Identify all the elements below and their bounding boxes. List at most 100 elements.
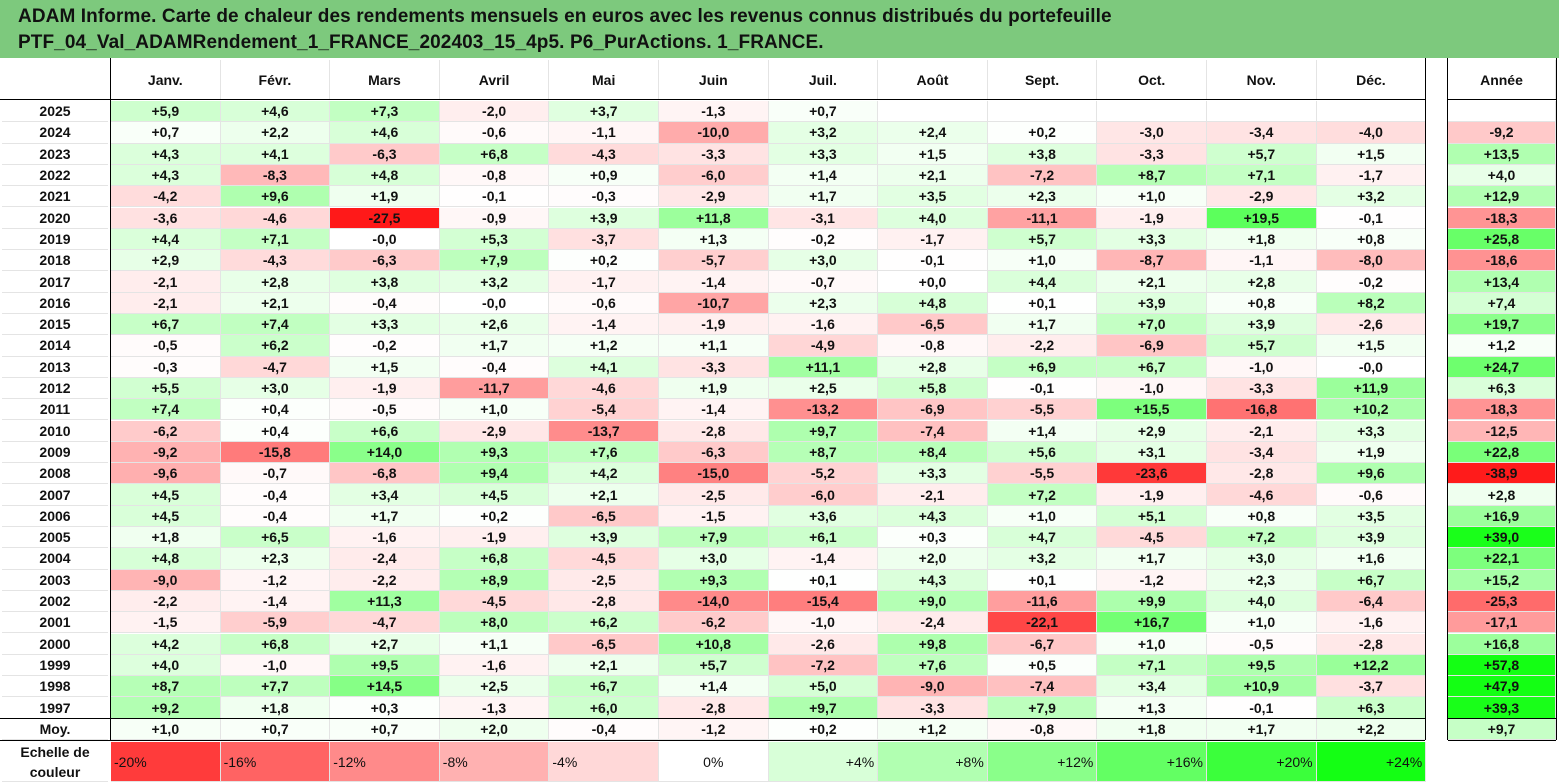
heatmap-cell: +14,5 [330, 676, 440, 698]
heatmap-cell: -2,8 [659, 697, 769, 719]
heatmap-cell: +7,1 [1097, 654, 1207, 677]
heatmap-cell: +1,0 [1097, 186, 1207, 208]
heatmap-cell: -1,7 [878, 228, 988, 251]
year-total-cell: +16,8 [1448, 633, 1556, 655]
heatmap-cell: +2,3 [220, 548, 331, 570]
average-top-line [0, 717, 1425, 719]
month-header: Nov. [1207, 60, 1317, 100]
heatmap-cell: -2,1 [878, 484, 988, 506]
heatmap-cell: +3,0 [220, 377, 331, 400]
heatmap-cell: +1,0 [987, 505, 1098, 527]
heatmap-cell: -2,2 [330, 569, 440, 591]
heatmap-cell: +3,9 [1316, 527, 1427, 549]
heatmap-cell: -1,6 [768, 314, 879, 336]
year-total-cell: -18,3 [1448, 399, 1556, 421]
heatmap-cell: -2,8 [1316, 633, 1427, 655]
heatmap-cell: +2,1 [549, 654, 659, 677]
heatmap-cell: +7,4 [220, 314, 331, 336]
heatmap-cell: +7,0 [1097, 314, 1207, 336]
year-label: 1999 [2, 655, 108, 677]
heatmap-cell: +3,0 [768, 250, 879, 272]
heatmap-cell: +0,8 [1316, 228, 1427, 251]
portfolio-subtitle: PTF_04_Val_ADAMRendement_1_FRANCE_202403… [18, 32, 824, 53]
heatmap-cell: -8,0 [1316, 250, 1427, 272]
heatmap-cell: +0,2 [768, 718, 879, 740]
year-label: 2020 [2, 208, 108, 229]
year-total-cell: -18,3 [1448, 207, 1556, 229]
heatmap-cell: -10,0 [659, 122, 769, 144]
heatmap-cell: +4,8 [111, 548, 221, 570]
heatmap-cell: +1,4 [768, 164, 879, 187]
heatmap-cell: -3,3 [1097, 143, 1207, 165]
year-label: 2001 [2, 612, 108, 634]
heatmap-cell: +15,5 [1097, 399, 1207, 421]
heatmap-cell: -0,4 [549, 718, 659, 740]
heatmap-cell: +3,4 [330, 484, 440, 506]
heatmap-cell: +0,2 [549, 250, 659, 272]
year-label: 2014 [2, 335, 108, 357]
heatmap-cell: +2,1 [220, 292, 331, 314]
heatmap-cell: -9,0 [111, 569, 221, 591]
month-header: Juin [659, 60, 769, 100]
heatmap-cell: -2,9 [439, 420, 550, 442]
heatmap-cell: +14,0 [330, 441, 440, 464]
heatmap-cell: -27,5 [330, 207, 440, 229]
heatmap-cell: +6,8 [439, 548, 550, 570]
heatmap-cell: -6,3 [330, 250, 440, 272]
month-header: Mars [330, 60, 440, 100]
year-left-line [1447, 58, 1448, 740]
heatmap-cell: -2,1 [111, 292, 221, 314]
heatmap-cell: +19,5 [1207, 207, 1317, 229]
heatmap-cell: +9,3 [439, 441, 550, 464]
header-bottom-line [0, 99, 1425, 100]
heatmap-cell: -6,4 [1316, 590, 1427, 613]
year-right-line [1556, 58, 1557, 740]
heatmap-cell: +3,2 [768, 122, 879, 144]
report-title: ADAM Informe. Carte de chaleur des rende… [18, 6, 1112, 27]
heatmap-cell: +9,5 [1207, 654, 1317, 677]
heatmap-cell: +2,1 [549, 484, 659, 506]
year-label: 2016 [2, 293, 108, 314]
heatmap-cell: +4,2 [549, 463, 659, 485]
year-total-cell: +2,8 [1448, 484, 1556, 506]
heatmap-cell: -2,1 [1207, 420, 1317, 442]
year-label: 1997 [2, 697, 108, 719]
heatmap-cell: -1,6 [1316, 612, 1427, 634]
month-header: Févr. [220, 60, 331, 100]
heatmap-cell: +8,9 [439, 569, 550, 591]
year-label: 2021 [2, 186, 108, 208]
heatmap-cell: +3,9 [1097, 292, 1207, 314]
color-scale-step: +20% [1207, 742, 1317, 782]
heatmap-cell: -22,1 [987, 612, 1098, 634]
heatmap-cell: -0,7 [220, 463, 331, 485]
heatmap-cell: +1,7 [1207, 718, 1317, 740]
heatmap-cell: -0,1 [987, 377, 1098, 400]
heatmap-cell: -11,6 [987, 590, 1098, 613]
color-scale-step: 0% [659, 742, 769, 782]
heatmap-cell: +3,3 [878, 463, 988, 485]
heatmap-cell: -1,7 [1316, 164, 1427, 187]
year-total-cell: -18,6 [1448, 250, 1556, 272]
year-total-cell: +19,7 [1448, 314, 1556, 336]
heatmap-cell: +6,3 [1316, 697, 1427, 719]
heatmap-cell: +5,0 [768, 676, 879, 698]
heatmap-cell: +4,5 [111, 484, 221, 506]
heatmap-cell: -1,7 [549, 271, 659, 293]
heatmap-cell: -0,1 [1316, 207, 1427, 229]
heatmap-cell: +3,0 [1207, 548, 1317, 570]
heatmap-cell: +0,4 [220, 420, 331, 442]
heatmap-cell: +4,4 [987, 271, 1098, 293]
heatmap-cell: +6,8 [220, 633, 331, 655]
heatmap-cell: -2,4 [878, 612, 988, 634]
heatmap-cell: +8,7 [111, 676, 221, 698]
heatmap-cell: -0,8 [987, 718, 1098, 740]
heatmap-cell: -0,5 [111, 335, 221, 357]
year-label: 2011 [2, 399, 108, 421]
heatmap-cell: +9,7 [768, 420, 879, 442]
heatmap-cell: -1,4 [659, 399, 769, 421]
heatmap-cell: +10,2 [1316, 399, 1427, 421]
heatmap-cell: -6,2 [111, 420, 221, 442]
heatmap-cell: -1,2 [220, 569, 331, 591]
year-total-cell: -17,1 [1448, 612, 1556, 634]
heatmap-cell: -0,7 [768, 271, 879, 293]
